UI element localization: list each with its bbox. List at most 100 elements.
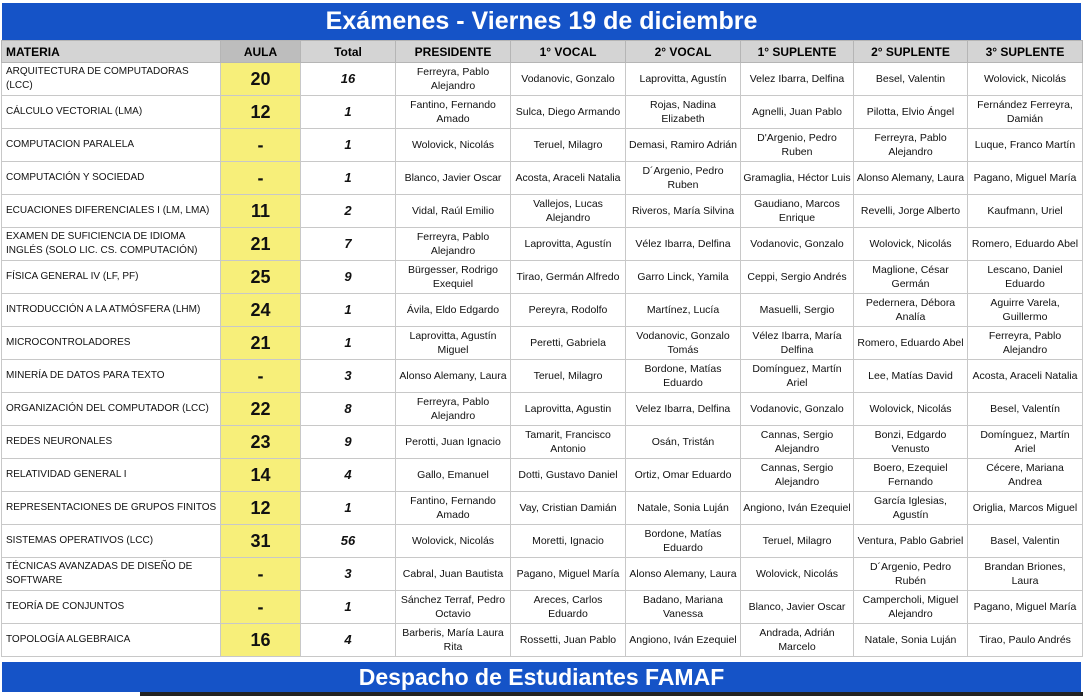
table-row: COMPUTACIÓN Y SOCIEDAD -1 Blanco, Javier O… bbox=[1, 161, 1083, 195]
cell-suplente-2: Revelli, Jorge Alberto bbox=[853, 194, 968, 228]
cell-presidente: Sánchez Terraf, Pedro Octavio bbox=[395, 590, 511, 624]
cell-total: 3 bbox=[300, 557, 396, 591]
table-row: REDES NEURONALES 23 9 Perotti, Juan Ignacio… bbox=[1, 425, 1083, 459]
cell-vocal-1: Laprovitta, Agustín bbox=[510, 227, 626, 261]
cell-suplente-2: Pedernera, Débora Analía bbox=[853, 293, 968, 327]
table-row: CÁLCULO VECTORIAL (LMA) 12 1 Fantino, Ferna… bbox=[1, 95, 1083, 129]
cell-vocal-1: Rossetti, Juan Pablo bbox=[510, 623, 626, 657]
cell-vocal-1: Peretti, Gabriela bbox=[510, 326, 626, 360]
cell-total: 16 bbox=[300, 62, 396, 96]
cell-vocal-2: Velez Ibarra, Delfina bbox=[625, 392, 741, 426]
cell-vocal-2: Bordone, Matías Eduardo bbox=[625, 359, 741, 393]
table-row: SISTEMAS OPERATIVOS (LCC) 31 56 Wolovick, N… bbox=[1, 524, 1083, 558]
cell-materia: REPRESENTACIONES DE GRUPOS FINITOS bbox=[1, 491, 221, 525]
cell-materia: ECUACIONES DIFERENCIALES I (LM, LMA) bbox=[1, 194, 221, 228]
cell-suplente-3: Wolovick, Nicolás bbox=[967, 62, 1083, 96]
cell-suplente-3: Luque, Franco Martín bbox=[967, 128, 1083, 162]
cell-suplente-1: Blanco, Javier Oscar bbox=[740, 590, 854, 624]
cell-vocal-2: Martínez, Lucía bbox=[625, 293, 741, 327]
page-title: Exámenes - Viernes 19 de diciembre bbox=[2, 3, 1081, 40]
cell-total: 1 bbox=[300, 161, 396, 195]
cell-vocal-1: Acosta, Araceli Natalia bbox=[510, 161, 626, 195]
cell-total: 4 bbox=[300, 458, 396, 492]
cell-vocal-1: Vay, Cristian Damián bbox=[510, 491, 626, 525]
cell-materia: FÍSICA GENERAL IV (LF, PF) bbox=[1, 260, 221, 294]
cell-vocal-1: Dotti, Gustavo Daniel bbox=[510, 458, 626, 492]
cell-total: 7 bbox=[300, 227, 396, 261]
cell-vocal-2: Alonso Alemany, Laura bbox=[625, 557, 741, 591]
cell-total: 1 bbox=[300, 95, 396, 129]
cell-suplente-2: Alonso Alemany, Laura bbox=[853, 161, 968, 195]
cell-presidente: Cabral, Juan Bautista bbox=[395, 557, 511, 591]
bottom-strip bbox=[140, 692, 1083, 696]
cell-vocal-2: Vodanovic, Gonzalo Tomás bbox=[625, 326, 741, 360]
cell-vocal-2: Laprovitta, Agustín bbox=[625, 62, 741, 96]
cell-aula: 20 bbox=[220, 62, 301, 96]
cell-vocal-1: Laprovitta, Agustin bbox=[510, 392, 626, 426]
cell-suplente-3: Origlia, Marcos Miguel bbox=[967, 491, 1083, 525]
cell-total: 1 bbox=[300, 491, 396, 525]
cell-vocal-2: Osán, Tristán bbox=[625, 425, 741, 459]
cell-suplente-2: Wolovick, Nicolás bbox=[853, 227, 968, 261]
cell-suplente-1: Gaudiano, Marcos Enrique bbox=[740, 194, 854, 228]
cell-suplente-1: Andrada, Adrián Marcelo bbox=[740, 623, 854, 657]
cell-suplente-2: Boero, Ezequiel Fernando bbox=[853, 458, 968, 492]
cell-suplente-2: Romero, Eduardo Abel bbox=[853, 326, 968, 360]
cell-materia: RELATIVIDAD GENERAL I bbox=[1, 458, 221, 492]
cell-vocal-2: Natale, Sonia Luján bbox=[625, 491, 741, 525]
cell-total: 1 bbox=[300, 128, 396, 162]
column-header-materia: MATERIA bbox=[1, 40, 221, 63]
column-header-total: Total bbox=[300, 40, 396, 63]
cell-materia: TEORÍA DE CONJUNTOS bbox=[1, 590, 221, 624]
cell-suplente-1: Vodanovic, Gonzalo bbox=[740, 392, 854, 426]
cell-vocal-1: Tamarit, Francisco Antonio bbox=[510, 425, 626, 459]
cell-vocal-2: Riveros, María Silvina bbox=[625, 194, 741, 228]
cell-aula: 31 bbox=[220, 524, 301, 558]
cell-suplente-1: D'Argenio, Pedro Ruben bbox=[740, 128, 854, 162]
cell-total: 1 bbox=[300, 293, 396, 327]
cell-vocal-1: Teruel, Milagro bbox=[510, 359, 626, 393]
column-header-suplente-2: 2° SUPLENTE bbox=[853, 40, 968, 63]
cell-aula: - bbox=[220, 359, 301, 393]
cell-vocal-2: Garro Linck, Yamila bbox=[625, 260, 741, 294]
cell-suplente-1: Velez Ibarra, Delfina bbox=[740, 62, 854, 96]
cell-presidente: Ferreyra, Pablo Alejandro bbox=[395, 392, 511, 426]
cell-vocal-2: Rojas, Nadina Elizabeth bbox=[625, 95, 741, 129]
cell-aula: 21 bbox=[220, 326, 301, 360]
cell-vocal-1: Pagano, Miguel María bbox=[510, 557, 626, 591]
cell-suplente-2: Maglione, César Germán bbox=[853, 260, 968, 294]
cell-total: 1 bbox=[300, 590, 396, 624]
cell-presidente: Ferreyra, Pablo Alejandro bbox=[395, 227, 511, 261]
cell-suplente-1: Vélez Ibarra, María Delfina bbox=[740, 326, 854, 360]
cell-suplente-2: Lee, Matías David bbox=[853, 359, 968, 393]
cell-materia: CÁLCULO VECTORIAL (LMA) bbox=[1, 95, 221, 129]
table-header-row: MATERIA AULA Total PRESIDENTE 1° VOCAL 2° VOC… bbox=[1, 40, 1083, 63]
cell-vocal-1: Sulca, Diego Armando bbox=[510, 95, 626, 129]
cell-aula: 25 bbox=[220, 260, 301, 294]
column-header-vocal-2: 2° VOCAL bbox=[625, 40, 741, 63]
cell-vocal-1: Vallejos, Lucas Alejandro bbox=[510, 194, 626, 228]
cell-total: 2 bbox=[300, 194, 396, 228]
cell-aula: 22 bbox=[220, 392, 301, 426]
cell-aula: 23 bbox=[220, 425, 301, 459]
cell-suplente-2: Wolovick, Nicolás bbox=[853, 392, 968, 426]
column-header-suplente-1: 1° SUPLENTE bbox=[740, 40, 854, 63]
cell-suplente-3: Romero, Eduardo Abel bbox=[967, 227, 1083, 261]
cell-vocal-1: Tirao, Germán Alfredo bbox=[510, 260, 626, 294]
table-row: MICROCONTROLADORES 21 1 Laprovitta, Agustín… bbox=[1, 326, 1083, 360]
cell-vocal-2: Vélez Ibarra, Delfina bbox=[625, 227, 741, 261]
table-row: ORGANIZACIÓN DEL COMPUTADOR (LCC) 22 8 Ferr… bbox=[1, 392, 1083, 426]
cell-vocal-1: Areces, Carlos Eduardo bbox=[510, 590, 626, 624]
cell-presidente: Bürgesser, Rodrigo Exequiel bbox=[395, 260, 511, 294]
cell-vocal-1: Teruel, Milagro bbox=[510, 128, 626, 162]
cell-materia: REDES NEURONALES bbox=[1, 425, 221, 459]
cell-materia: TOPOLOGÍA ALGEBRAICA bbox=[1, 623, 221, 657]
cell-suplente-2: Campercholi, Miguel Alejandro bbox=[853, 590, 968, 624]
cell-vocal-2: Angiono, Iván Ezequiel bbox=[625, 623, 741, 657]
table-row: TÉCNICAS AVANZADAS DE DISEÑO DE SOFTWARE… bbox=[1, 557, 1083, 591]
cell-total: 56 bbox=[300, 524, 396, 558]
table-row: ECUACIONES DIFERENCIALES I (LM, LMA) 11 2 V… bbox=[1, 194, 1083, 228]
cell-presidente: Gallo, Emanuel bbox=[395, 458, 511, 492]
cell-suplente-2: Besel, Valentin bbox=[853, 62, 968, 96]
cell-total: 4 bbox=[300, 623, 396, 657]
